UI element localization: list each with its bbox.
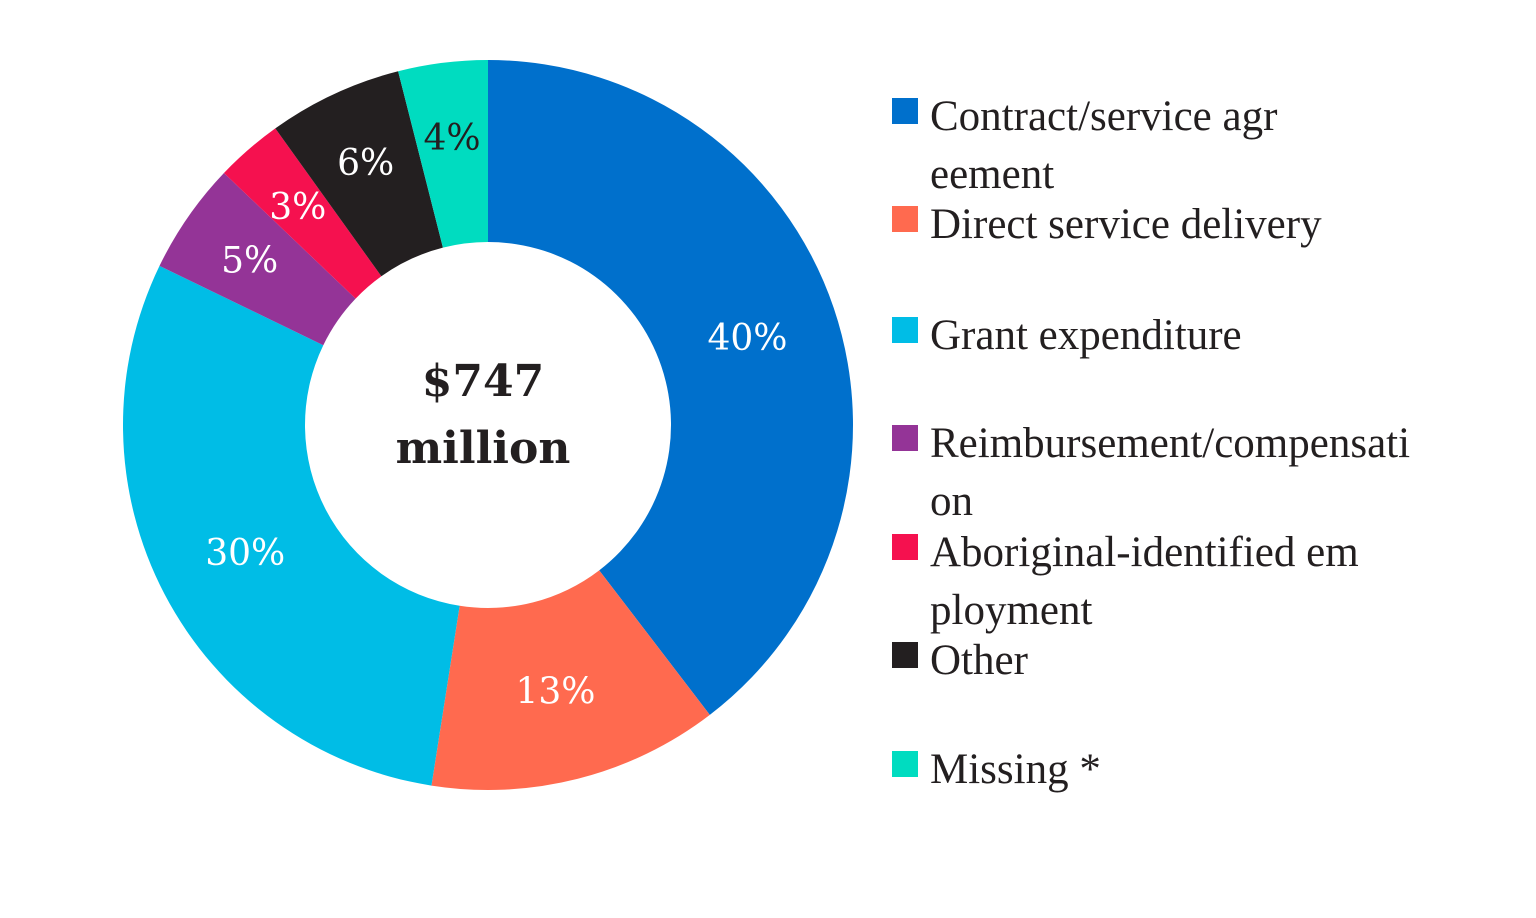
slice-0 [488, 60, 854, 715]
legend-label: Grant expenditure [930, 312, 1242, 359]
legend-item-3: Reimbursement/compensation [892, 415, 1420, 531]
slice-label-5: 6% [337, 143, 394, 184]
slice-2 [123, 265, 460, 786]
slice-5 [275, 71, 443, 277]
legend-label: Reimbursement/compensation [930, 420, 1411, 525]
slice-label-3: 5% [221, 241, 278, 282]
center-label-unit: million [396, 423, 571, 474]
slice-label-6: 4% [423, 118, 480, 159]
slice-label-0: 40% [708, 318, 788, 359]
legend-label: Aboriginal-identified employment [930, 529, 1359, 634]
slice-label-2: 30% [205, 533, 285, 574]
legend-label: Other [930, 637, 1028, 684]
legend-swatch [892, 751, 918, 777]
legend-swatch [892, 206, 918, 232]
legend-label: Missing * [930, 746, 1101, 793]
legend-item-0: Contract/service agreement [892, 88, 1290, 204]
legend-item-5: Other [892, 632, 1430, 690]
legend-swatch [892, 534, 918, 560]
legend-item-4: Aboriginal-identified employment [892, 524, 1370, 640]
legend-item-1: Direct service delivery [892, 196, 1430, 254]
legend-item-2: Grant expenditure [892, 307, 1430, 365]
legend-item-6: Missing * [892, 741, 1430, 799]
slice-label-1: 13% [515, 672, 595, 713]
legend-swatch [892, 642, 918, 668]
slice-3 [159, 172, 356, 346]
legend-label: Direct service delivery [930, 201, 1322, 248]
slice-label-4: 3% [269, 187, 326, 228]
slice-6 [398, 60, 488, 248]
slice-4 [223, 128, 382, 299]
slice-1 [431, 570, 710, 790]
center-label-amount: $747 [422, 356, 544, 407]
legend-swatch [892, 317, 918, 343]
legend-label: Contract/service agreement [930, 93, 1278, 198]
legend-swatch [892, 425, 918, 451]
legend-swatch [892, 98, 918, 124]
